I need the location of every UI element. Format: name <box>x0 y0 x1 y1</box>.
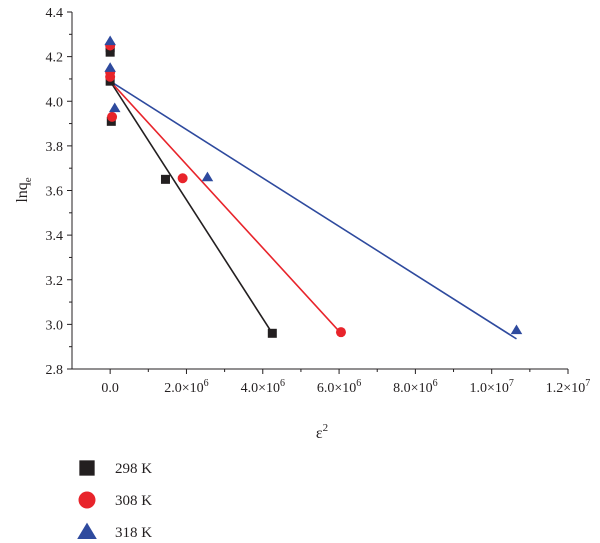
data-point <box>267 328 277 338</box>
data-point <box>177 173 188 184</box>
x-tick-label: 4.0×106 <box>241 378 285 396</box>
y-tick-label: 3.8 <box>46 140 64 155</box>
axis-titles: lnqe ε2 <box>14 177 328 442</box>
y-tick-label: 3.4 <box>46 229 64 244</box>
data-point <box>104 35 116 46</box>
x-tick-label: 6.0×106 <box>317 378 361 396</box>
legend-label: 318 K <box>115 525 152 541</box>
y-tick-label: 3.2 <box>46 274 64 289</box>
x-tick-label: 8.0×106 <box>393 378 437 396</box>
data-point <box>104 62 116 72</box>
data-point <box>201 171 214 182</box>
fit-line <box>109 80 342 334</box>
fit-lines <box>109 80 517 340</box>
legend: 298 K 308 K 318 K <box>77 460 152 541</box>
data-point <box>105 47 115 57</box>
legend-marker <box>78 491 96 509</box>
x-tick-label: 1.2×107 <box>546 378 590 396</box>
y-tick-label: 3.6 <box>46 185 64 200</box>
y-tick-label: 4.2 <box>46 51 64 66</box>
y-tick-label: 4.0 <box>46 95 64 110</box>
legend-label: 308 K <box>115 493 152 509</box>
fit-line <box>109 80 517 340</box>
y-tick-label: 4.4 <box>46 6 64 21</box>
data-point <box>160 174 170 184</box>
y-tick-label: 2.8 <box>46 363 64 378</box>
legend-marker <box>77 522 97 540</box>
data-point <box>335 327 346 338</box>
axes: 2.8 3.0 3.2 3.4 3.6 3.8 4.0 4.2 4.4 0.0 2.0×106 4.0… <box>46 6 591 396</box>
legend-marker <box>79 460 95 476</box>
data-point <box>107 111 118 122</box>
fit-line <box>109 80 273 334</box>
data-point <box>108 102 121 113</box>
legend-label: 298 K <box>115 461 152 477</box>
data-points <box>104 35 523 338</box>
data-point <box>510 324 523 335</box>
x-axis-title: ε2 <box>316 422 328 442</box>
x-tick-label: 1.0×107 <box>469 378 513 396</box>
x-tick-label: 2.0×106 <box>164 378 208 396</box>
x-tick-label: 0.0 <box>101 381 119 396</box>
plot-frame <box>71 12 568 370</box>
y-tick-label: 3.0 <box>46 318 64 333</box>
data-point <box>105 71 116 82</box>
y-axis-title: lnqe <box>14 177 34 202</box>
